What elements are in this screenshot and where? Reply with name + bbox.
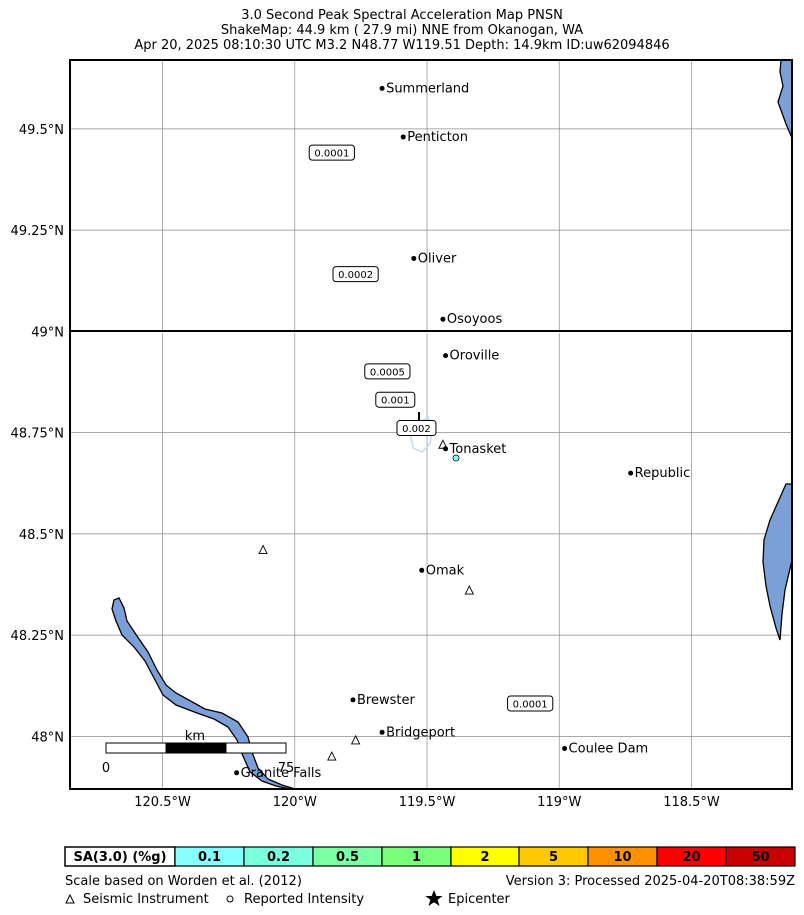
x-tick-label: 119°W xyxy=(537,795,581,810)
columbia-river-east xyxy=(762,483,792,641)
contour-label: 0.001 xyxy=(381,396,410,407)
city-dot xyxy=(234,770,240,776)
contour-label: 0.0001 xyxy=(314,149,349,160)
scale-bar-unit: km xyxy=(185,729,205,744)
epicenter-icon xyxy=(425,890,443,906)
contour-label-box xyxy=(364,363,411,380)
legend-label: SA(3.0) (%g) xyxy=(73,850,166,865)
seismic-instrument-icon xyxy=(65,893,75,904)
city-dot xyxy=(628,470,634,476)
city-label: Bridgeport xyxy=(386,725,455,740)
key-instrument-label: Seismic Instrument xyxy=(83,892,209,907)
map-frame xyxy=(69,59,793,790)
scale-bar-max: 75 xyxy=(278,761,295,776)
city-label: Oroville xyxy=(450,349,500,364)
legend-bin-label: 0.1 xyxy=(198,850,221,865)
legend-bin-label: 5 xyxy=(549,850,558,865)
city-label: Osoyoos xyxy=(447,312,503,327)
scale-bar-min: 0 xyxy=(102,761,110,776)
lake-chelan xyxy=(111,597,296,789)
map-subtitle: ShakeMap: 44.9 km ( 27.9 mi) NNE from Ok… xyxy=(220,23,584,38)
contour-label-box xyxy=(308,144,355,161)
contour-label-box xyxy=(507,695,554,712)
city-dot xyxy=(562,746,568,751)
legend-bin-label: 2 xyxy=(480,850,489,865)
map-title: 3.0 Second Peak Spectral Acceleration Ma… xyxy=(241,8,563,23)
y-tick-label: 49°N xyxy=(31,325,64,340)
seismic-instrument-icon xyxy=(258,544,268,554)
y-tick-label: 48.25°N xyxy=(11,629,64,644)
city-dot xyxy=(411,255,417,261)
legend-bin-label: 1 xyxy=(412,850,421,865)
x-tick-label: 120°W xyxy=(273,795,317,810)
legend-bin xyxy=(725,846,796,867)
axis-tick-labels: 120.5°W 120°W 119.5°W 119°W 118.5°W 49.5°N 49.… xyxy=(11,123,720,810)
legend-bin-label: 20 xyxy=(682,850,700,865)
key-intensity-label: Reported Intensity xyxy=(244,892,364,907)
legend-bin-label: 50 xyxy=(751,850,769,865)
legend-bin-label: 10 xyxy=(613,850,631,865)
okanagan-lake-edge xyxy=(777,60,792,139)
event-info: Apr 20, 2025 08:10:30 UTC M3.2 N48.77 W1… xyxy=(134,38,670,53)
city-label: Oliver xyxy=(418,251,457,266)
x-tick-label: 118.5°W xyxy=(663,795,720,810)
y-tick-label: 49.25°N xyxy=(11,224,64,239)
key-epicenter-label: Epicenter xyxy=(448,892,511,907)
seismic-instrument-icon xyxy=(464,585,475,595)
seismic-instrument-icon xyxy=(438,439,448,449)
water-bodies xyxy=(111,60,792,789)
contour-label: 0.0005 xyxy=(370,367,405,378)
contour-label: 0.0001 xyxy=(513,699,548,710)
scale-note: Scale based on Worden et al. (2012) xyxy=(65,874,302,889)
city-label: Brewster xyxy=(357,693,415,708)
city-dot xyxy=(443,446,449,452)
y-tick-label: 49.5°N xyxy=(19,123,64,138)
x-tick-label: 119.5°W xyxy=(399,795,456,810)
intensity-legend: SA(3.0) (%g) 0.1 0.2 0.5 1 2 5 10 20 50 xyxy=(64,846,796,867)
version-info: Version 3: Processed 2025-04-20T08:38:59… xyxy=(505,874,795,889)
city-dot xyxy=(379,729,385,735)
reported-intensity-marker xyxy=(452,454,460,462)
y-tick-label: 48.5°N xyxy=(19,528,64,543)
city-label: Republic xyxy=(635,466,691,481)
contour-label-box xyxy=(375,391,416,408)
city-label: Granite Falls xyxy=(241,766,322,781)
city-label: Tonasket xyxy=(449,442,507,457)
city-dot xyxy=(379,85,385,91)
footer-key: Seismic Instrument Reported Intensity Ep… xyxy=(65,890,511,907)
legend-bin-label: 0.2 xyxy=(267,850,290,865)
contour-label-box xyxy=(396,420,437,437)
city-dot xyxy=(443,353,449,359)
city-label: Omak xyxy=(426,563,465,578)
city-markers: Summerland Penticton Oliver Osoyoos Oroville… xyxy=(234,81,691,781)
contour-label: 0.002 xyxy=(402,424,431,435)
city-dot xyxy=(419,567,425,573)
city-label: Summerland xyxy=(386,81,469,96)
legend-bin-label: 0.5 xyxy=(336,850,359,865)
city-label: Coulee Dam xyxy=(569,742,649,757)
seismic-instrument-icon xyxy=(350,734,361,745)
city-dot xyxy=(350,697,356,703)
y-tick-label: 48.75°N xyxy=(11,427,64,442)
contour-label-box xyxy=(332,266,379,283)
scale-bar: km 0 75 xyxy=(102,729,294,776)
city-label: Penticton xyxy=(407,130,468,145)
seismic-instrument-icon xyxy=(327,751,337,761)
x-tick-label: 120.5°W xyxy=(134,795,191,810)
y-tick-label: 48°N xyxy=(31,730,64,745)
contour-labels: 0.0001 0.0002 0.0005 0.001 0.002 0.0001 xyxy=(308,144,554,712)
station-markers xyxy=(258,439,475,761)
contour-label: 0.0002 xyxy=(338,270,373,281)
city-dot xyxy=(400,134,406,140)
city-dot xyxy=(440,316,446,322)
reported-intensity-icon xyxy=(226,895,234,903)
